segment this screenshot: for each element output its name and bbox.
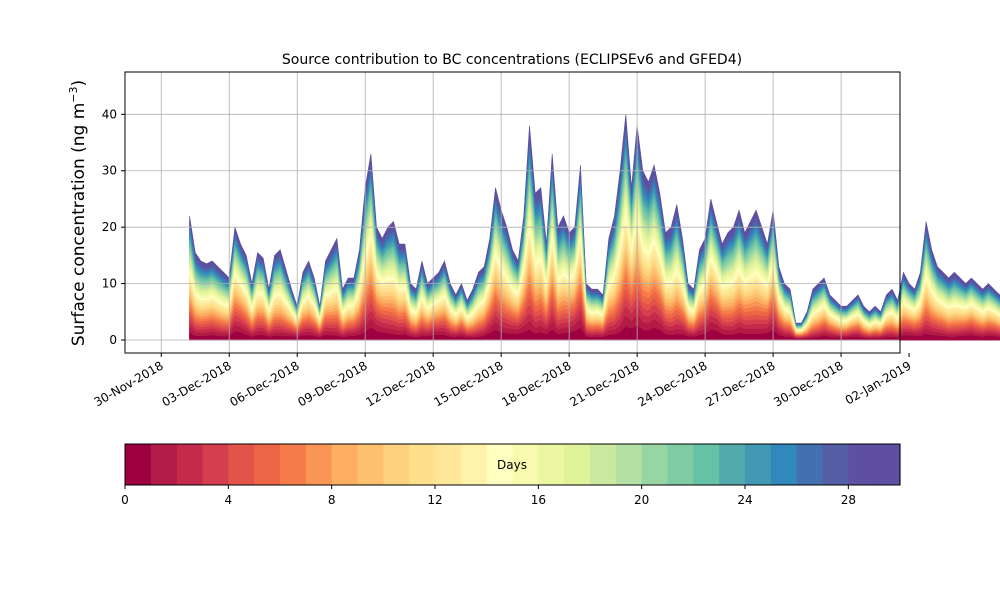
y-axis-label-main: Surface concentration (ng m [69,103,89,346]
y-axis-label-superscript: −3 [67,86,80,102]
x-tick-label: 06-Dec-2018 [227,358,301,409]
x-tick-label: 18-Dec-2018 [499,358,573,409]
y-tick-label: 40 [102,107,117,121]
x-tick-label: 12-Dec-2018 [363,358,437,409]
colorbar-label: Days [497,458,527,472]
colorbar-swatch [409,444,436,485]
colorbar-tick-label: 20 [634,493,649,507]
colorbar-swatch [331,444,359,485]
colorbar-swatch [564,444,591,485]
colorbar-swatch [745,444,772,485]
colorbar-swatch [486,444,514,485]
colorbar: 0 4 8 12 16 20 24 28 [121,443,901,507]
colorbar-swatch [693,444,720,485]
colorbar-tick-label: 12 [427,493,442,507]
colorbar-tick-label: 0 [121,493,129,507]
plot-area [189,114,1000,341]
colorbar-frame [124,443,901,486]
colorbar-tick-label: 16 [531,493,546,507]
x-axis: 30-Nov-201803-Dec-201806-Dec-201809-Dec-… [92,353,914,409]
y-axis-label: Surface concentration (ng m−3) [67,80,89,346]
colorbar-swatch [228,444,255,485]
colorbar-swatch [615,444,643,485]
colorbar-swatch [176,444,204,485]
colorbar-swatch [667,444,694,485]
chart-title: Source contribution to BC concentrations… [282,52,742,68]
colorbar-swatch [874,444,901,485]
colorbar-swatch [383,444,410,485]
colorbar-swatch [641,444,669,485]
colorbar-tick-label: 28 [841,493,856,507]
colorbar-swatch [125,444,152,485]
colorbar-swatch [538,444,565,485]
colorbar-swatch [202,444,229,485]
x-tick-label: 24-Dec-2018 [635,358,709,409]
x-tick-label: 02-Jan-2019 [843,358,914,407]
colorbar-swatch [150,444,178,485]
x-tick-label: 30-Dec-2018 [771,358,845,409]
x-tick-label: 09-Dec-2018 [295,358,369,409]
colorbar-tick-label: 24 [737,493,752,507]
colorbar-swatch [822,444,849,485]
y-tick-label: 10 [102,277,117,291]
x-tick-label: 15-Dec-2018 [431,358,505,409]
y-axis-label-close: ) [69,80,89,87]
colorbar-swatch [460,444,488,485]
y-tick-label: 0 [109,333,117,347]
colorbar-tick-label: 4 [225,493,233,507]
x-tick-label: 27-Dec-2018 [703,358,777,409]
colorbar-swatch [512,444,539,485]
colorbar-tick-label: 8 [328,493,336,507]
colorbar-swatch [280,444,307,485]
age-band-area [189,325,1000,341]
y-tick-label: 20 [102,220,117,234]
colorbar-swatch [305,444,333,485]
y-tick-label: 30 [102,164,117,178]
x-tick-label: 03-Dec-2018 [159,358,233,409]
colorbar-swatch [848,444,875,485]
colorbar-swatch [796,444,824,485]
colorbar-swatch [770,444,798,485]
colorbar-swatch [590,444,617,485]
grid [125,72,900,353]
x-tick-label: 21-Dec-2018 [567,358,641,409]
x-tick-label: 30-Nov-2018 [92,358,166,409]
colorbar-swatch [357,444,384,485]
plot-frame [124,71,901,354]
age-band-area [189,314,1000,341]
colorbar-swatch [435,444,462,485]
colorbar-swatch [719,444,746,485]
colorbar-swatch [254,444,281,485]
y-axis: 0 10 20 30 40 [102,107,125,347]
